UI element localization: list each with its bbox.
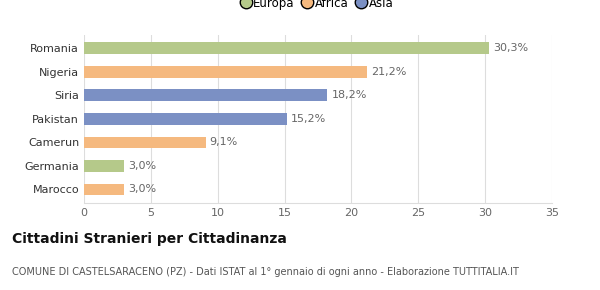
Bar [84,137,206,148]
Bar [84,42,489,54]
Legend: Europa, Africa, Asia: Europa, Africa, Asia [239,0,397,14]
Text: 21,2%: 21,2% [371,67,407,77]
Text: 30,3%: 30,3% [493,43,528,53]
Bar [84,184,124,195]
Text: COMUNE DI CASTELSARACENO (PZ) - Dati ISTAT al 1° gennaio di ogni anno - Elaboraz: COMUNE DI CASTELSARACENO (PZ) - Dati IST… [12,267,519,277]
Text: 3,0%: 3,0% [128,161,156,171]
Bar [84,66,367,78]
Bar [84,113,287,125]
Text: 18,2%: 18,2% [331,90,367,100]
Text: 3,0%: 3,0% [128,184,156,195]
Text: Cittadini Stranieri per Cittadinanza: Cittadini Stranieri per Cittadinanza [12,232,287,246]
Text: 9,1%: 9,1% [209,137,238,147]
Bar [84,160,124,172]
Text: 15,2%: 15,2% [291,114,326,124]
Bar [84,90,328,101]
